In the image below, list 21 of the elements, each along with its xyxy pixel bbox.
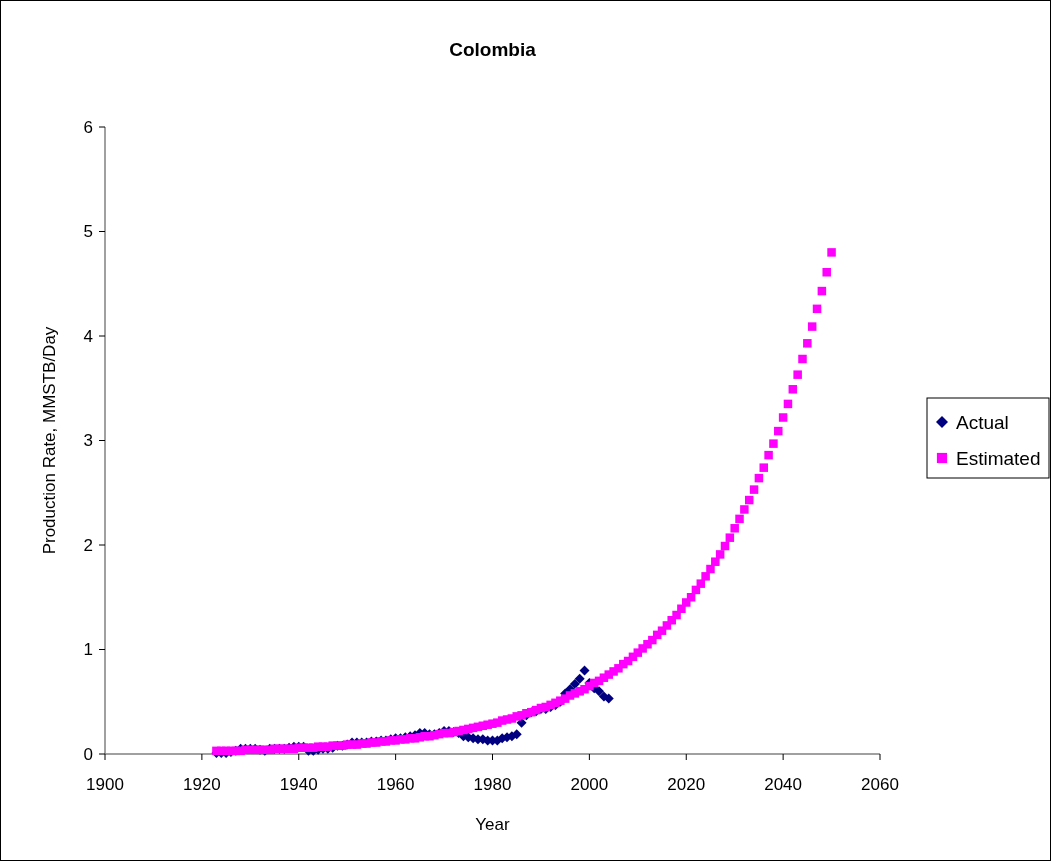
y-tick-label: 0 xyxy=(83,744,93,764)
legend-label: Estimated xyxy=(956,447,1041,469)
chart-title: Colombia xyxy=(449,39,537,60)
x-tick-label: 1940 xyxy=(279,775,318,794)
y-tick-label: 2 xyxy=(83,535,93,555)
y-tick-label: 1 xyxy=(83,640,93,660)
x-tick-label: 2040 xyxy=(764,775,803,794)
x-tick-label: 1960 xyxy=(376,775,415,794)
x-axis-title: Year xyxy=(475,815,511,834)
x-tick-label: 2000 xyxy=(570,775,609,794)
y-tick-label: 3 xyxy=(83,431,93,451)
y-tick-label: 6 xyxy=(83,117,93,137)
x-tick-label: 1900 xyxy=(86,775,124,794)
x-tick-label: 2020 xyxy=(667,775,706,794)
x-tick-label: 2060 xyxy=(861,775,899,794)
legend-label: Actual xyxy=(956,411,1009,433)
x-tick-label: 1920 xyxy=(182,775,221,794)
y-axis-title: Production Rate, MMSTB/Day xyxy=(40,326,59,555)
y-tick-label: 5 xyxy=(83,222,93,242)
y-tick-label: 4 xyxy=(83,326,93,346)
x-tick-label: 1980 xyxy=(473,775,512,794)
